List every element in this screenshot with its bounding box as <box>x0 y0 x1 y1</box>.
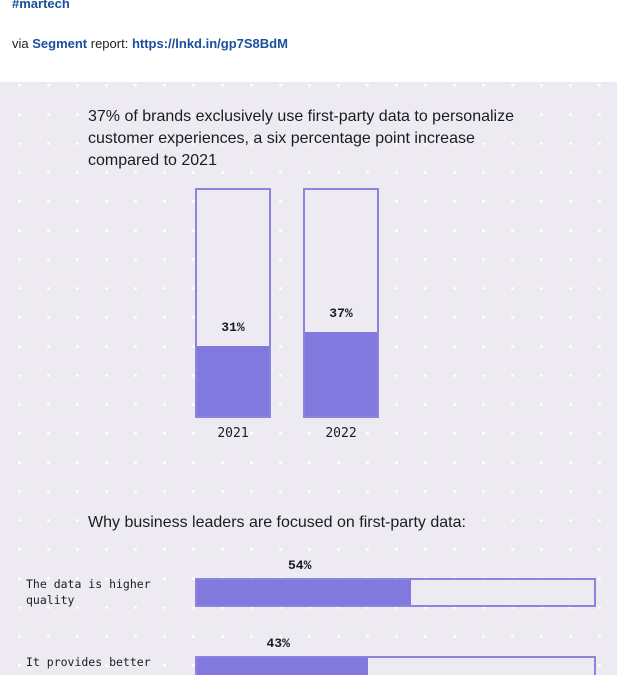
hbar-outline <box>195 656 596 675</box>
vbar-category-label: 2021 <box>217 426 249 441</box>
vbar-outline <box>195 188 271 418</box>
vbar-outline <box>303 188 379 418</box>
hbar-outline <box>195 578 596 607</box>
hbar-fill <box>197 580 411 605</box>
chart-headline: 37% of brands exclusively use first-part… <box>88 108 514 169</box>
hbar-row: It provides better 43% <box>0 630 617 675</box>
hbar-category-label: The data is higher quality <box>26 577 151 607</box>
hbar-row: The data is higher quality 54% <box>0 552 617 612</box>
vbar-category-label: 2022 <box>325 426 357 441</box>
via-line: via Segment report: https://lnkd.in/gp7S… <box>12 36 288 51</box>
hbar-value-label: 54% <box>288 558 312 573</box>
segment-link[interactable]: Segment <box>32 36 88 51</box>
vbar-fill <box>197 346 269 416</box>
vbar-value-label: 37% <box>329 306 353 321</box>
hbar-fill <box>197 658 368 675</box>
infographic-image: 37% of brands exclusively use first-part… <box>0 82 617 675</box>
via-prefix: via <box>12 36 33 51</box>
vbar-fill <box>305 332 377 416</box>
report-link[interactable]: https://lnkd.in/gp7S8BdM <box>131 36 288 51</box>
hbar-value-label: 43% <box>266 636 290 651</box>
hbar-category-label: It provides better <box>26 655 151 669</box>
vbar-value-label: 31% <box>221 320 245 335</box>
via-mid: report: <box>87 36 132 51</box>
hashtag-link[interactable]: #martech <box>12 0 70 11</box>
chart-subheading: Why business leaders are focused on firs… <box>88 514 466 531</box>
